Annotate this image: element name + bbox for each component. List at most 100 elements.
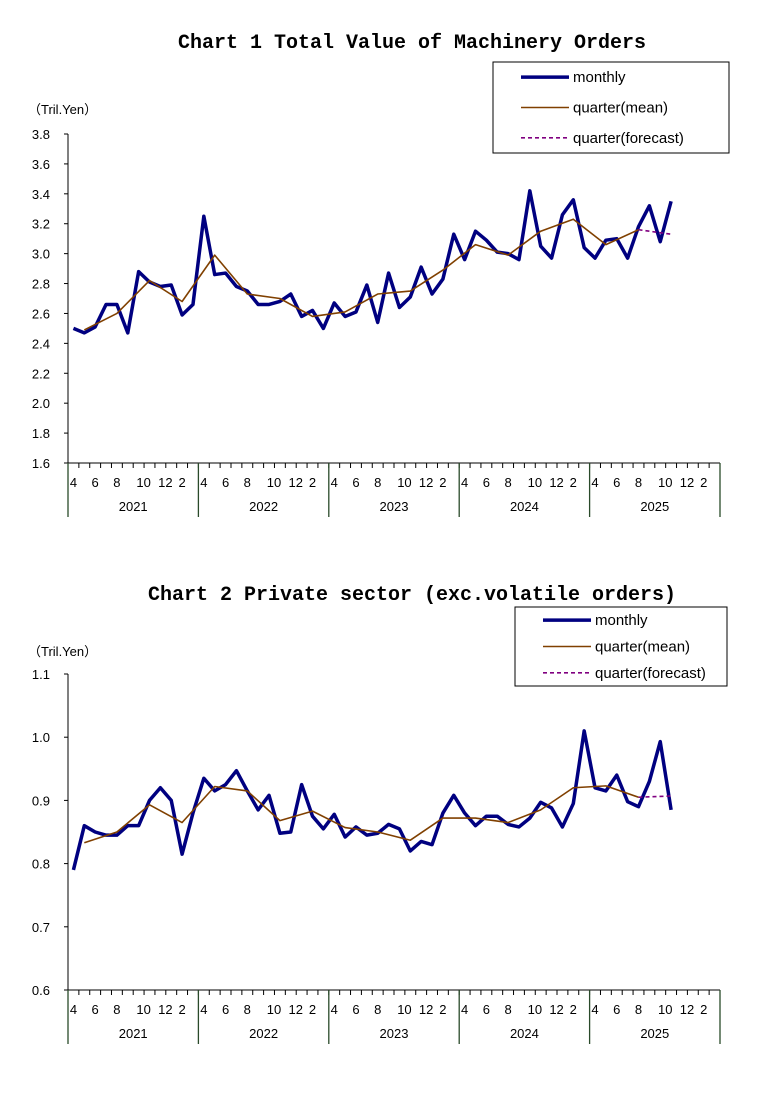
y-tick-label: 1.8: [32, 426, 50, 441]
x-tick-label: 12: [680, 475, 694, 490]
y-tick-label: 3.0: [32, 247, 50, 262]
year-label: 2025: [640, 1026, 669, 1041]
x-tick-label: 12: [419, 475, 433, 490]
legend-label: monthly: [595, 612, 648, 629]
x-tick-label: 10: [528, 475, 542, 490]
x-tick-label: 4: [331, 1002, 338, 1017]
x-tick-label: 8: [113, 1002, 120, 1017]
x-tick-label: 2: [570, 1002, 577, 1017]
x-tick-label: 10: [528, 1002, 542, 1017]
legend-label: quarter(forecast): [573, 130, 684, 147]
x-tick-label: 12: [680, 1002, 694, 1017]
x-tick-label: 2: [700, 475, 707, 490]
year-label: 2022: [249, 499, 278, 514]
y-tick-label: 0.7: [32, 920, 50, 935]
x-tick-label: 12: [158, 475, 172, 490]
series-line-monthly: [71, 729, 673, 871]
x-tick-label: 6: [92, 475, 99, 490]
chart-title: Chart 1 Total Value of Machinery Orders: [178, 32, 646, 55]
x-tick-label: 2: [700, 1002, 707, 1017]
year-label: 2025: [640, 499, 669, 514]
y-tick-label: 0.9: [32, 793, 50, 808]
y-tick-label: 3.2: [32, 217, 50, 232]
x-tick-label: 10: [658, 1002, 672, 1017]
x-tick-label: 6: [613, 475, 620, 490]
y-tick-label: 2.0: [32, 396, 50, 411]
x-tick-label: 12: [289, 1002, 303, 1017]
x-tick-label: 6: [352, 1002, 359, 1017]
legend-label: quarter(mean): [595, 639, 690, 656]
x-tick-label: 4: [591, 1002, 598, 1017]
y-tick-label: 1.6: [32, 456, 50, 471]
x-tick-label: 2: [439, 1002, 446, 1017]
y-tick-label: 1.0: [32, 730, 50, 745]
x-tick-label: 12: [549, 1002, 563, 1017]
x-tick-label: 6: [92, 1002, 99, 1017]
series-line-monthly: [72, 189, 673, 335]
x-tick-label: 2: [178, 1002, 185, 1017]
y-tick-label: 2.6: [32, 306, 50, 321]
x-tick-label: 2: [309, 1002, 316, 1017]
x-tick-label: 10: [136, 475, 150, 490]
series-line-quarter-forecast: [638, 228, 672, 235]
y-tick-label: 2.4: [32, 336, 50, 351]
x-tick-label: 10: [397, 1002, 411, 1017]
x-tick-label: 4: [591, 475, 598, 490]
x-tick-label: 8: [635, 475, 642, 490]
x-tick-label: 10: [658, 475, 672, 490]
y-tick-label: 3.8: [32, 127, 50, 142]
year-label: 2021: [119, 499, 148, 514]
series-line-quarter-forecast: [638, 795, 672, 799]
x-tick-label: 8: [374, 1002, 381, 1017]
year-label: 2022: [249, 1026, 278, 1041]
year-label: 2023: [380, 499, 409, 514]
year-label: 2021: [119, 1026, 148, 1041]
year-label: 2024: [510, 1026, 539, 1041]
x-tick-label: 8: [504, 1002, 511, 1017]
y-tick-label: 3.6: [32, 157, 50, 172]
x-tick-label: 4: [200, 475, 207, 490]
x-tick-label: 10: [136, 1002, 150, 1017]
x-tick-label: 8: [244, 475, 251, 490]
x-tick-label: 8: [113, 475, 120, 490]
x-tick-label: 8: [374, 475, 381, 490]
chart-title: Chart 2 Private sector (exc.volatile ord…: [148, 584, 676, 607]
x-tick-label: 6: [483, 1002, 490, 1017]
y-tick-label: 2.8: [32, 277, 50, 292]
x-tick-label: 2: [178, 475, 185, 490]
y-tick-label: 2.2: [32, 366, 50, 381]
x-tick-label: 2: [309, 475, 316, 490]
x-tick-label: 6: [222, 1002, 229, 1017]
x-tick-label: 2: [439, 475, 446, 490]
series-line-quarter-mean: [83, 218, 639, 331]
x-tick-label: 4: [331, 475, 338, 490]
x-tick-label: 10: [267, 475, 281, 490]
x-tick-label: 4: [461, 475, 468, 490]
x-tick-label: 6: [352, 475, 359, 490]
x-tick-label: 12: [549, 475, 563, 490]
x-tick-label: 10: [267, 1002, 281, 1017]
legend-label: quarter(mean): [573, 100, 668, 117]
x-tick-label: 12: [158, 1002, 172, 1017]
legend-label: monthly: [573, 69, 626, 86]
y-axis-unit: （Tril.Yen）: [28, 644, 97, 659]
legend-label: quarter(forecast): [595, 665, 706, 682]
y-tick-label: 1.1: [32, 667, 50, 682]
x-tick-label: 2: [570, 475, 577, 490]
y-tick-label: 0.6: [32, 983, 50, 998]
series-line-quarter-mean: [84, 785, 639, 844]
year-label: 2023: [380, 1026, 409, 1041]
x-tick-label: 8: [635, 1002, 642, 1017]
x-tick-label: 4: [461, 1002, 468, 1017]
y-tick-label: 0.8: [32, 857, 50, 872]
x-tick-label: 12: [419, 1002, 433, 1017]
year-label: 2024: [510, 499, 539, 514]
x-tick-label: 10: [397, 475, 411, 490]
x-tick-label: 4: [70, 1002, 77, 1017]
x-tick-label: 6: [483, 475, 490, 490]
x-tick-label: 8: [504, 475, 511, 490]
y-axis-unit: （Tril.Yen）: [28, 102, 97, 117]
x-tick-label: 4: [200, 1002, 207, 1017]
x-tick-label: 6: [613, 1002, 620, 1017]
